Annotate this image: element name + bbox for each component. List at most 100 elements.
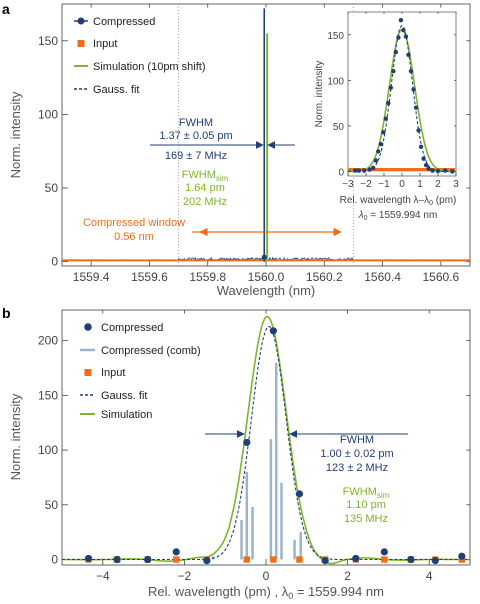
inset-compressed-point xyxy=(398,18,404,23)
inset-compressed-point xyxy=(411,87,416,92)
fwhm-pm: 1.37 ± 0.05 pm xyxy=(159,130,232,142)
inset-compressed-point xyxy=(383,116,388,121)
panel-a-chart: 1559.4 1559.6 1559.8 1560.0 1560.2 1560.4 1560… xyxy=(8,3,471,298)
compressed-point xyxy=(352,554,360,563)
panel-a-ylabel: Norm. intensity xyxy=(8,91,23,178)
x-tick-label: 1560.6 xyxy=(423,270,460,284)
inset-input-point xyxy=(402,168,406,172)
inset-compressed-point xyxy=(450,169,455,174)
inset-compressed-point xyxy=(362,168,367,173)
inset-input-point xyxy=(419,168,423,172)
gauss-fit-line xyxy=(62,325,470,561)
inset-input-point xyxy=(410,168,415,172)
panel-b-series xyxy=(62,315,470,565)
inset-input-point xyxy=(441,168,445,172)
fwhm-sim-title: FWHMsim xyxy=(182,169,229,183)
inset-compressed-point xyxy=(376,149,381,154)
inset-input-point xyxy=(397,168,402,172)
x-tick-label: −1 xyxy=(378,179,390,190)
inset-input-point xyxy=(378,168,382,172)
fwhm-title: FWHM xyxy=(340,434,374,446)
inset-xlabel: Rel. wavelength λ–λ0 (pm) xyxy=(340,195,457,207)
x-tick-label: 1560.4 xyxy=(364,270,401,284)
compressed-point xyxy=(380,548,388,556)
inset-compressed-point xyxy=(373,158,379,163)
inset-input-point xyxy=(400,168,404,172)
legend-item-simulation: Simulation xyxy=(80,409,152,421)
inset-input-point xyxy=(447,168,451,172)
inset-compressed-point xyxy=(356,168,361,173)
panel-b-axes: −4 −2 0 2 4 0 50 100 150 200 xyxy=(38,310,470,583)
legend-item-compressed: Compressed xyxy=(74,16,155,28)
compressed-point xyxy=(113,555,121,564)
y-tick-label: 0 xyxy=(338,167,344,178)
inset-input-point xyxy=(348,168,352,172)
y-tick-label: 100 xyxy=(38,443,58,457)
inset-input-point xyxy=(421,168,425,172)
legend-label: Simulation xyxy=(101,409,152,421)
compressed-point xyxy=(243,438,251,447)
inset-input-point xyxy=(415,168,419,172)
inset-input-point xyxy=(423,168,427,172)
legend-item-compressed-comb: Compressed (comb) xyxy=(80,345,201,357)
inset-compressed-point xyxy=(430,168,435,173)
inset-compressed-point xyxy=(435,168,441,174)
panel-a-legend: Compressed Input Simulation (10pm shift)… xyxy=(74,16,206,96)
legend-item-gauss-fit: Gauss. fit xyxy=(74,84,139,96)
inset-input-point xyxy=(406,168,410,172)
panel-b-chart: −4 −2 0 2 4 0 50 100 150 200 Compressed Compresse… xyxy=(8,309,471,601)
inset-compressed-point xyxy=(406,52,411,58)
y-tick-label: 100 xyxy=(327,76,344,87)
fwhm-sim-title: FWHMsim xyxy=(343,486,390,500)
legend-item-input: Input xyxy=(77,38,117,50)
inset-input-point xyxy=(389,168,393,172)
window-title: Compressed window xyxy=(83,217,185,229)
inset-compressed-point xyxy=(393,49,399,55)
fwhm-mhz: 123 ± 2 MHz xyxy=(326,462,388,474)
compressed-point xyxy=(144,555,152,564)
compressed-point xyxy=(407,555,415,564)
inset-input-point xyxy=(382,168,386,172)
x-tick-label: 4 xyxy=(426,569,433,583)
inset-input-point xyxy=(404,168,408,172)
y-tick-label: 150 xyxy=(38,388,58,402)
fwhm-sim-mhz: 202 MHz xyxy=(183,196,227,208)
panel-label-b: b xyxy=(2,305,11,321)
panel-a-axes: 1559.4 1559.6 1559.8 1560.0 1560.2 1560.4 1560… xyxy=(38,4,470,284)
x-tick-label: 1559.6 xyxy=(131,270,168,284)
inset-compressed-point xyxy=(443,168,448,173)
inset-input-point xyxy=(393,168,397,172)
inset-input-point xyxy=(408,168,412,172)
compressed-point xyxy=(321,557,329,565)
x-tick-label: 2 xyxy=(435,179,441,190)
inset-compressed-point xyxy=(353,168,358,173)
legend-label: Gauss. fit xyxy=(101,390,147,402)
x-tick-label: 1559.4 xyxy=(73,270,110,284)
x-tick-label: 3 xyxy=(453,179,459,190)
input-point xyxy=(243,556,251,563)
inset-compressed-point xyxy=(426,166,431,171)
legend-label: Input xyxy=(93,38,117,50)
y-tick-label: 150 xyxy=(38,34,58,48)
inset-series xyxy=(348,18,456,174)
x-tick-label: 0 xyxy=(263,569,270,583)
panel-label-a: a xyxy=(2,1,10,17)
x-tick-label: 1560.2 xyxy=(306,270,343,284)
inset-compressed-point xyxy=(386,100,391,106)
input-point xyxy=(270,556,277,563)
legend-label: Simulation (10pm shift) xyxy=(93,61,206,73)
inset-compressed-point xyxy=(391,69,396,74)
x-tick-label: 0 xyxy=(399,179,405,190)
inset-input-point xyxy=(387,168,391,172)
x-tick-label: −2 xyxy=(360,179,372,190)
panel-b-legend: Compressed Compressed (comb) Input Gauss… xyxy=(80,322,201,421)
inset-compressed-point xyxy=(388,85,394,90)
fwhm-mhz: 169 ± 7 MHz xyxy=(165,150,227,162)
inset-compressed-point xyxy=(416,128,421,133)
x-tick-label: 1560.0 xyxy=(248,270,285,284)
simulation-line xyxy=(62,315,470,565)
inset-input-point xyxy=(395,168,399,172)
compressed-point xyxy=(84,554,93,563)
input-point xyxy=(173,556,180,563)
x-tick-label: −2 xyxy=(178,569,192,583)
